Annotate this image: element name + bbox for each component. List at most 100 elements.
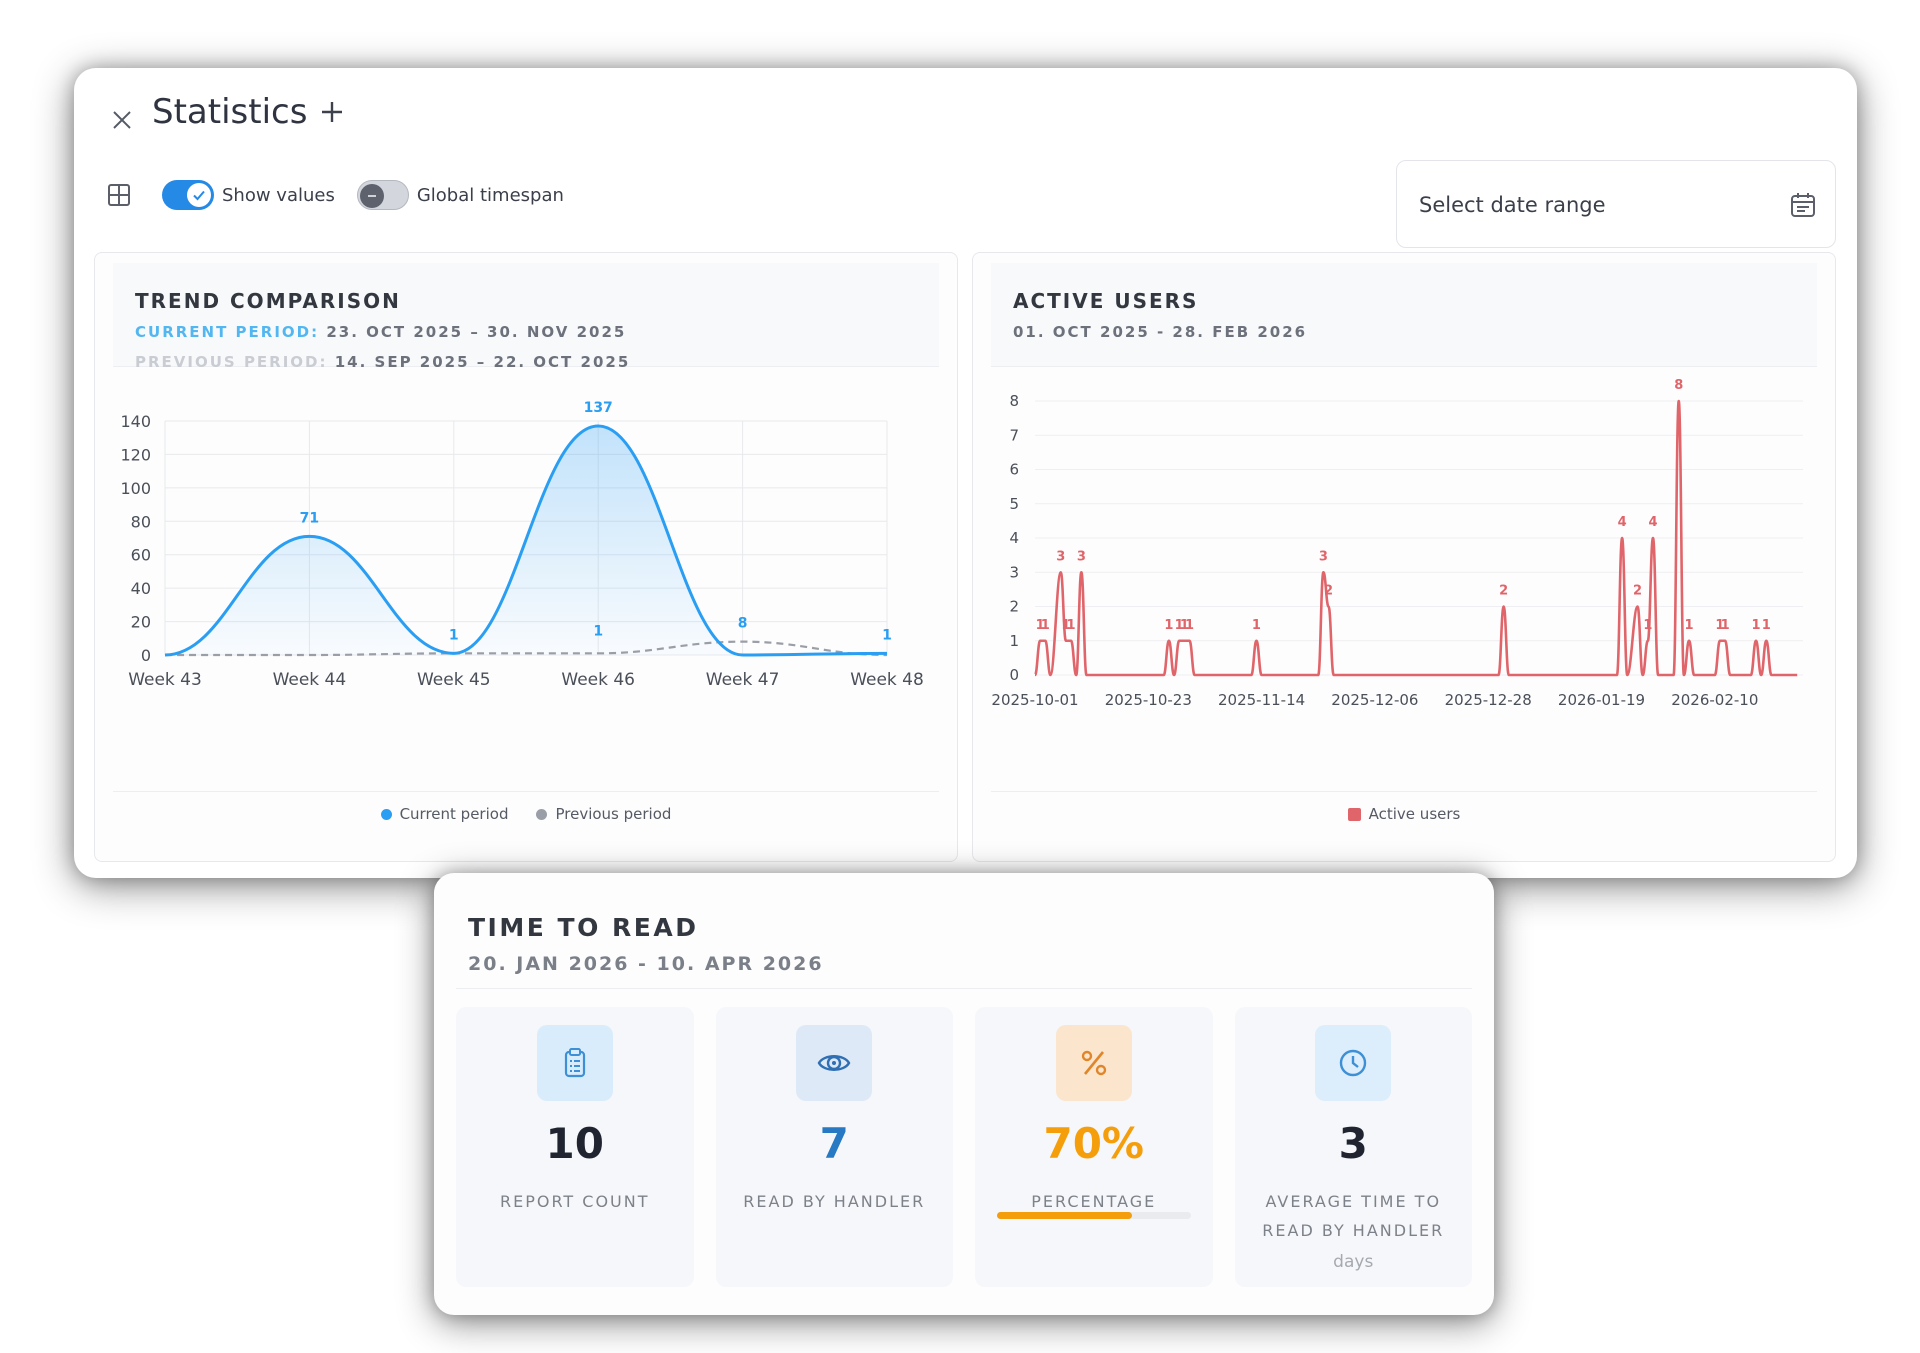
stat-value: 10 [545, 1119, 604, 1168]
active-users-value-label: 1 [1685, 618, 1694, 633]
progress-fill [997, 1212, 1133, 1219]
stat-report-count: 10 REPORT COUNT [456, 1007, 694, 1287]
previous-period: PREVIOUS PERIOD: 14. SEP 2025 – 22. OCT … [135, 353, 630, 371]
active-users-value-label: 1 [1067, 618, 1076, 633]
x-tick-label: Week 48 [850, 670, 924, 690]
stat-value: 3 [1338, 1119, 1368, 1168]
active-users-value-label: 3 [1319, 549, 1328, 564]
y-tick-label: 60 [131, 546, 151, 565]
active-users-value-label: 2 [1499, 584, 1508, 599]
active-users-chart[interactable]: 0 1 2 3 4 5 6 7 8 2025-10-01 2025-10-23 2025-11-14 2… [973, 363, 1835, 783]
trend-comparison-panel: TREND COMPARISON CURRENT PERIOD: 23. OCT… [94, 252, 958, 862]
percent-icon [1055, 1025, 1132, 1101]
active-users-value-label: 1 [1715, 618, 1724, 633]
y-tick-label: 20 [131, 613, 151, 632]
calendar-icon[interactable] [1789, 191, 1817, 219]
active-users-value-label: 1 [1185, 618, 1194, 633]
previous-period-value: 14. SEP 2025 – 22. OCT 2025 [334, 353, 631, 371]
legend-previous-period[interactable]: Previous period [536, 805, 671, 823]
y-tick-label: 120 [120, 445, 151, 464]
active-users-value-label: 3 [1077, 549, 1086, 564]
panel-subtitle: 01. OCT 2025 - 28. FEB 2026 [1013, 323, 1307, 341]
legend-current-period[interactable]: Current period [380, 805, 509, 823]
trend-chart[interactable]: 0 20 40 60 80 100 120 140 Week 43 Week 44 Week 45 W… [95, 363, 957, 783]
show-values-toggle[interactable] [162, 180, 214, 210]
toggle-knob [187, 183, 211, 207]
current-value-label: 71 [300, 510, 319, 526]
y-tick-label: 4 [1009, 529, 1019, 547]
check-icon [193, 190, 205, 201]
current-period-value: 23. OCT 2025 – 30. NOV 2025 [326, 323, 627, 341]
x-tick-label: Week 47 [706, 670, 780, 690]
y-tick-label: 1 [1009, 632, 1019, 650]
y-tick-label: 5 [1009, 495, 1019, 513]
legend-active-users[interactable]: Active users [1347, 805, 1461, 823]
date-range-picker[interactable] [1396, 160, 1836, 248]
active-users-value-label: 1 [1061, 618, 1070, 633]
global-timespan-toggle[interactable] [356, 180, 409, 210]
panel-header: TREND COMPARISON CURRENT PERIOD: 23. OCT… [113, 263, 939, 371]
stat-label: AVERAGE TIME TO READ BY HANDLER [1262, 1192, 1445, 1240]
minus-icon [367, 195, 376, 197]
active-users-value-label: 1 [1180, 618, 1189, 633]
clipboard-icon [536, 1025, 613, 1101]
legend-swatch [1347, 807, 1361, 821]
active-users-value-label: 4 [1648, 515, 1657, 530]
close-icon[interactable] [102, 100, 142, 140]
card-title: TIME TO READ [468, 913, 699, 942]
plus-icon[interactable] [320, 92, 344, 133]
legend-label: Active users [1368, 805, 1461, 823]
current-value-label: 137 [584, 400, 613, 416]
y-tick-label: 3 [1009, 563, 1019, 581]
legend-divider [113, 791, 939, 792]
legend-label: Current period [399, 805, 509, 823]
card-header: TIME TO READ 20. JAN 2026 - 10. APR 2026 [456, 889, 1472, 989]
stat-read-by-handler: 7 READ BY HANDLER [715, 1007, 953, 1287]
active-users-legend: Active users [973, 805, 1835, 823]
global-timespan-label: Global timespan [416, 184, 564, 206]
legend-swatch [536, 808, 548, 820]
y-tick-label: 7 [1009, 426, 1019, 444]
y-tick-label: 0 [1009, 666, 1019, 684]
y-tick-label: 6 [1009, 461, 1019, 479]
y-tick-label: 40 [131, 579, 151, 598]
active-users-value-label: 2 [1633, 584, 1642, 599]
x-tick-label: 2026-02-10 [1671, 691, 1758, 709]
trend-legend: Current period Previous period [95, 805, 957, 823]
stat-value: 7 [819, 1119, 849, 1168]
statistics-window: Statistics Show values Global timespan T… [74, 68, 1857, 878]
active-users-value-label: 1 [1164, 618, 1173, 633]
active-users-panel: ACTIVE USERS 01. OCT 2025 - 28. FEB 2026… [972, 252, 1836, 862]
x-tick-label: Week 44 [273, 670, 347, 690]
x-tick-label: 2025-11-14 [1218, 691, 1305, 709]
previous-period-key: PREVIOUS PERIOD: [135, 353, 328, 371]
stat-label: REPORT COUNT [500, 1192, 650, 1211]
current-value-label: 1 [882, 627, 892, 643]
y-tick-label: 0 [141, 646, 151, 665]
legend-swatch [380, 808, 392, 820]
current-period: CURRENT PERIOD: 23. OCT 2025 – 30. NOV 2… [135, 323, 626, 341]
grid-layout-icon[interactable] [104, 180, 134, 210]
stat-value: 70% [1043, 1119, 1145, 1168]
current-period-key: CURRENT PERIOD: [135, 323, 320, 341]
x-tick-label: 2025-12-06 [1331, 691, 1418, 709]
active-users-value-label: 1 [1762, 618, 1771, 633]
clock-icon [1315, 1025, 1392, 1101]
y-tick-label: 80 [131, 512, 151, 531]
stat-label: READ BY HANDLER [743, 1192, 926, 1211]
panel-title: ACTIVE USERS [1013, 289, 1199, 313]
x-tick-label: 2025-10-01 [991, 691, 1078, 709]
stat-average-time: 3 AVERAGE TIME TO READ BY HANDLER days [1234, 1007, 1472, 1287]
panel-header: ACTIVE USERS 01. OCT 2025 - 28. FEB 2026 [991, 263, 1817, 367]
panel-title: TREND COMPARISON [135, 289, 401, 313]
x-tick-label: Week 46 [561, 670, 635, 690]
active-users-value-label: 3 [1056, 549, 1065, 564]
active-users-value-label: 8 [1674, 378, 1683, 393]
date-range-input[interactable] [1419, 185, 1759, 225]
current-value-label: 1 [449, 627, 459, 643]
legend-label: Previous period [555, 805, 672, 823]
percentage-progress-bar [997, 1212, 1191, 1219]
active-users-value-label: 1 [1036, 618, 1045, 633]
y-tick-label: 100 [120, 479, 151, 498]
active-users-value-label: 1 [1751, 618, 1760, 633]
